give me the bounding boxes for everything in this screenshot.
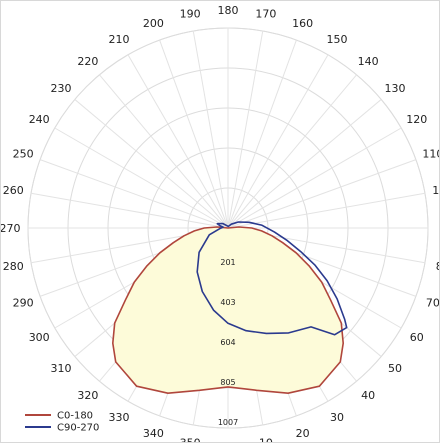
angle-tick-label: 310 (51, 362, 72, 375)
angle-tick-label: 330 (109, 411, 130, 424)
angle-tick-label: 50 (388, 362, 402, 375)
angle-tick-label: 200 (143, 17, 164, 30)
angle-tick-label: 280 (3, 260, 24, 273)
grid-spoke (99, 74, 229, 229)
grid-spoke (39, 159, 229, 229)
angle-tick-label: 130 (385, 82, 406, 95)
grid-spoke (227, 127, 402, 229)
angle-tick-label: 220 (77, 55, 98, 68)
angle-tick-label: 140 (358, 55, 379, 68)
grid-spoke (30, 192, 229, 229)
grid-spoke (227, 30, 264, 229)
radial-tick-label: 805 (220, 378, 235, 387)
angle-tick-label: 250 (13, 147, 34, 160)
angle-tick-label: 340 (143, 427, 164, 440)
grid-spoke (227, 39, 297, 229)
angle-tick-label: 80 (436, 260, 440, 273)
angle-tick-label: 190 (180, 7, 201, 20)
legend-label: C0-180 (57, 411, 93, 422)
radial-tick-label: 604 (220, 338, 235, 347)
angle-tick-label: 70 (426, 297, 440, 310)
angle-tick-label: 10 (259, 437, 273, 443)
grid-spoke (227, 74, 357, 229)
angle-tick-label: 350 (180, 437, 201, 443)
radial-tick-label: 1007 (218, 418, 238, 427)
angle-tick-label: 300 (29, 331, 50, 344)
angle-tick-label: 0 (225, 440, 232, 443)
series-c90-270-line (196, 221, 348, 336)
angle-tick-label: 160 (292, 17, 313, 30)
label-layer: 0102030405060708090100110120130140150160… (1, 4, 440, 443)
angle-tick-label: 110 (422, 147, 440, 160)
legend-label: C90-270 (57, 423, 99, 434)
radial-tick-label: 201 (220, 258, 235, 267)
angle-tick-label: 120 (406, 113, 427, 126)
grid-spoke (192, 30, 229, 229)
angle-tick-label: 230 (51, 82, 72, 95)
angle-tick-label: 320 (77, 389, 98, 402)
grid-spoke (227, 159, 417, 229)
radial-tick-label: 403 (220, 298, 235, 307)
angle-tick-label: 270 (1, 222, 21, 235)
angle-tick-label: 240 (29, 113, 50, 126)
angle-tick-label: 180 (218, 4, 239, 17)
angle-tick-label: 60 (410, 331, 424, 344)
grid-spoke (227, 192, 426, 229)
angle-tick-label: 150 (327, 33, 348, 46)
angle-tick-label: 20 (296, 427, 310, 440)
grid-spoke (74, 99, 229, 229)
angle-tick-label: 30 (330, 411, 344, 424)
angle-tick-label: 290 (13, 297, 34, 310)
grid-spoke (127, 54, 229, 229)
angle-tick-label: 260 (3, 184, 24, 197)
grid-spoke (227, 99, 382, 229)
angle-tick-label: 100 (432, 184, 440, 197)
grid-spoke (54, 127, 229, 229)
series-c0-180-line (112, 226, 344, 394)
series-layer (112, 221, 348, 394)
grid-spoke (159, 39, 229, 229)
angle-tick-label: 170 (255, 7, 276, 20)
grid-spoke (227, 54, 329, 229)
angle-tick-label: 40 (361, 389, 375, 402)
angle-tick-label: 210 (109, 33, 130, 46)
